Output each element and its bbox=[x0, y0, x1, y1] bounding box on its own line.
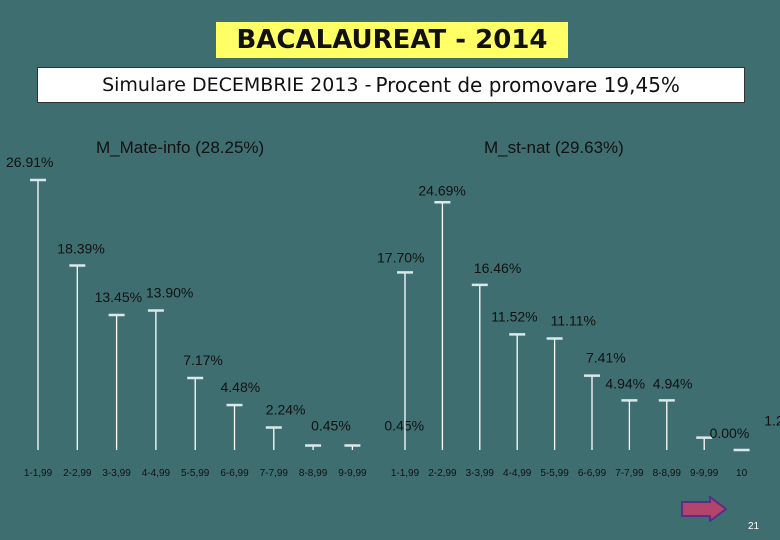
tick-label: 4-4,99 bbox=[142, 468, 171, 479]
tick-label: 2-2,99 bbox=[428, 468, 457, 479]
data-label: 0.45% bbox=[384, 417, 424, 433]
subtitle-text: Simulare DECEMBRIE 2013 - bbox=[102, 74, 372, 96]
tick-label: 6-6,99 bbox=[578, 468, 607, 479]
tick-label: 7-7,99 bbox=[260, 468, 289, 479]
tick-label: 8-8,99 bbox=[653, 468, 682, 479]
data-label: 0.00% bbox=[710, 425, 750, 441]
data-label: 16.46% bbox=[474, 260, 521, 276]
tick-label: 9-9,99 bbox=[690, 468, 719, 479]
tick-label: 3-3,99 bbox=[102, 468, 131, 479]
data-label: 4.94% bbox=[653, 375, 693, 391]
data-label: 11.11% bbox=[551, 313, 596, 329]
data-label: 17.70% bbox=[377, 249, 424, 265]
tick-label: 1-1,99 bbox=[24, 468, 53, 479]
right-arrow-icon[interactable] bbox=[681, 496, 727, 522]
data-label: 18.39% bbox=[57, 240, 104, 256]
data-label: 1.23% bbox=[764, 413, 780, 429]
tick-label: 2-2,99 bbox=[63, 468, 92, 479]
subtitle-rate: Procent de promovare 19,45% bbox=[375, 73, 680, 97]
data-label: 11.52% bbox=[491, 308, 537, 324]
tick-label: 5-5,99 bbox=[540, 468, 569, 479]
data-label: 2.24% bbox=[266, 402, 306, 418]
data-label: 0.45% bbox=[311, 417, 351, 433]
data-label: 26.91% bbox=[6, 154, 53, 170]
data-label: 13.45% bbox=[95, 289, 142, 305]
data-label: 7.17% bbox=[183, 352, 223, 368]
legend-mate-info: M_Mate-info (28.25%) bbox=[96, 138, 264, 157]
tick-label: 1-1,99 bbox=[391, 468, 420, 479]
data-label: 4.48% bbox=[221, 379, 261, 395]
data-label: 24.69% bbox=[418, 182, 465, 198]
tick-label: 8-8,99 bbox=[299, 468, 328, 479]
data-label: 7.41% bbox=[586, 350, 626, 366]
tick-label: 6-6,99 bbox=[220, 468, 249, 479]
legend-st-nat: M_st-nat (29.63%) bbox=[484, 138, 624, 157]
tick-label: 10 bbox=[736, 468, 748, 479]
tick-label: 4-4,99 bbox=[503, 468, 532, 479]
page-number: 21 bbox=[748, 521, 760, 532]
slide-title: BACALAUREAT - 2014 bbox=[216, 22, 568, 58]
slide-subtitle: Simulare DECEMBRIE 2013 - Procent de pro… bbox=[37, 67, 745, 103]
tick-label: 3-3,99 bbox=[466, 468, 495, 479]
data-label: 13.90% bbox=[146, 285, 193, 301]
tick-label: 7-7,99 bbox=[615, 468, 644, 479]
tick-label: 5-5,99 bbox=[181, 468, 210, 479]
data-label: 4.94% bbox=[605, 375, 645, 391]
tick-label: 9-9,99 bbox=[338, 468, 367, 479]
